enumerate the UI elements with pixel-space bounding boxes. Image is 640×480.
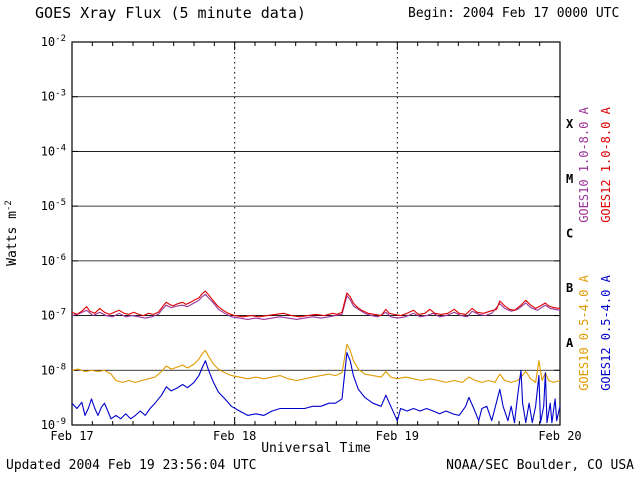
legend-label-goes12-0-5-4-0-a: GOES12 0.5-4.0 A: [599, 274, 613, 390]
chart-title: GOES Xray Flux (5 minute data): [35, 4, 306, 22]
y-tick-label-10e-4: 10-4: [41, 143, 66, 158]
x-axis-title: Universal Time: [261, 441, 371, 456]
y-tick-label-10e-7: 10-7: [41, 308, 66, 323]
flare-class-label-m: M: [566, 172, 573, 186]
y-tick-label-10e-8: 10-8: [41, 362, 66, 377]
legend-label-goes12-1-0-8-0-a: GOES12 1.0-8.0 A: [599, 106, 613, 222]
x-tick-label-feb-20: Feb 20: [538, 429, 581, 443]
series-line-goes12-1-0-8-0-a: [71, 290, 561, 318]
y-axis-title: Watts m-2: [4, 200, 20, 266]
x-tick-label-feb-17: Feb 17: [50, 429, 93, 443]
flare-class-label-a: A: [566, 336, 574, 350]
legend-label-goes10-1-0-8-0-a: GOES10 1.0-8.0 A: [577, 106, 591, 222]
flare-class-label-x: X: [566, 117, 574, 131]
x-tick-label-feb-19: Feb 19: [376, 429, 419, 443]
y-tick-label-10e-2: 10-2: [41, 34, 66, 49]
begin-label: Begin: 2004 Feb 17 0000 UTC: [408, 6, 619, 21]
y-axis-title-base: Watts m: [5, 211, 20, 266]
y-tick-label-10e-9: 10-9: [41, 417, 66, 432]
y-axis-title-exponent: -2: [4, 200, 14, 211]
y-tick-label-10e-5: 10-5: [41, 198, 66, 213]
y-tick-label-10e-6: 10-6: [41, 253, 66, 268]
flare-class-label-c: C: [566, 227, 573, 241]
x-tick-label-feb-18: Feb 18: [213, 429, 256, 443]
series-line-goes10-0-5-4-0-a: [71, 343, 561, 383]
flare-class-label-b: B: [566, 281, 573, 295]
series-line-goes10-1-0-8-0-a: [71, 293, 561, 320]
updated-label: Updated 2004 Feb 19 23:56:04 UTC: [6, 458, 256, 473]
legend-label-goes10-0-5-4-0-a: GOES10 0.5-4.0 A: [577, 274, 591, 390]
source-label: NOAA/SEC Boulder, CO USA: [446, 458, 634, 473]
y-tick-label-10e-3: 10-3: [41, 89, 66, 104]
series-line-goes12-0-5-4-0-a: [71, 352, 561, 424]
